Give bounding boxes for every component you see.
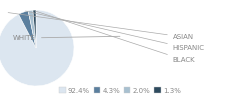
Text: BLACK: BLACK [35,11,195,63]
Text: ASIAN: ASIAN [8,13,194,40]
Text: HISPANIC: HISPANIC [26,11,205,52]
Wedge shape [33,10,36,48]
Text: WHITE: WHITE [13,35,120,41]
Legend: 92.4%, 4.3%, 2.0%, 1.3%: 92.4%, 4.3%, 2.0%, 1.3% [57,85,183,96]
Wedge shape [28,10,36,48]
Wedge shape [0,10,74,86]
Wedge shape [18,11,36,48]
